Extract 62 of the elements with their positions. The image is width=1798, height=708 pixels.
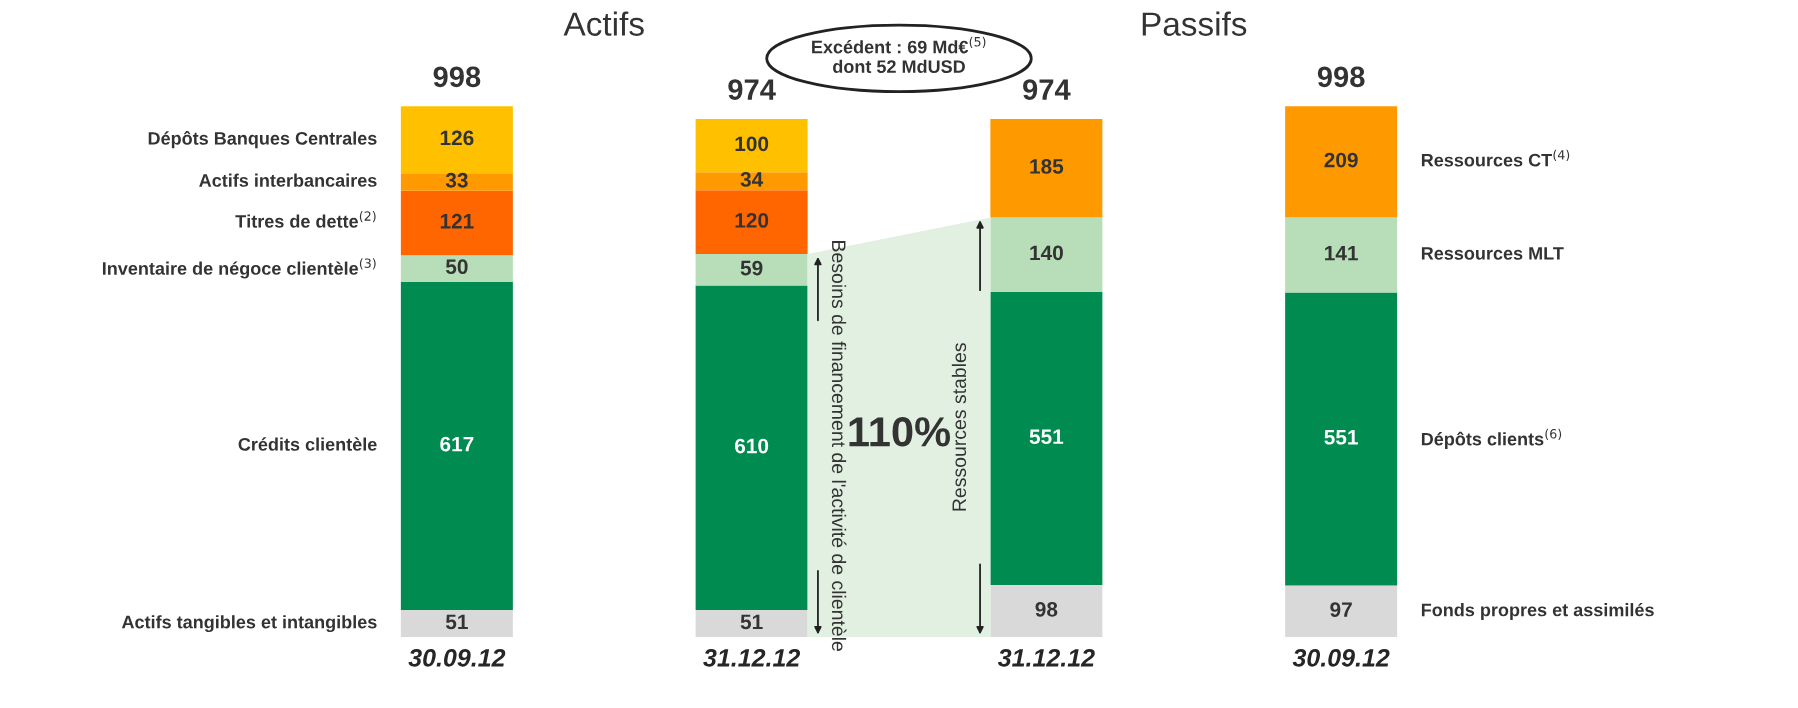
- bar: [695, 254, 808, 286]
- x-tick-label: 31.12.12: [703, 648, 801, 667]
- series-label: Dépôts clients$^{(6)}$: [1421, 428, 1562, 450]
- data-label: 209: [1324, 152, 1358, 168]
- bar: [400, 255, 513, 282]
- series-label: Actifs interbancaires: [199, 173, 377, 187]
- data-label: 126: [440, 130, 474, 146]
- data-label: 140: [1030, 245, 1063, 261]
- annotation: 110%: [849, 417, 951, 447]
- bar: [990, 118, 1103, 218]
- series-label: Ressources MLT: [1421, 247, 1564, 260]
- data-label: 551: [1324, 430, 1358, 445]
- bar: [1285, 106, 1398, 218]
- annotation: Besoins de financement de l'activité de clientèle: [831, 241, 847, 651]
- total-label: 974: [728, 79, 776, 100]
- text: Passifs: [1142, 11, 1247, 36]
- data-label: 97: [1330, 602, 1352, 617]
- data-label: 51: [740, 614, 763, 630]
- series-label: Fonds propres et assimilés: [1421, 602, 1654, 620]
- series-label: Inventaire de négoce clientèle$^{(3)}$: [102, 258, 376, 279]
- bar: [695, 610, 808, 638]
- series-label: Actifs tangibles et intangibles: [121, 615, 377, 633]
- total-label: 998: [1317, 66, 1365, 88]
- annotation: Ressources stables: [951, 343, 967, 511]
- bar: [400, 106, 513, 174]
- data-label: 34: [740, 172, 764, 187]
- bar: [990, 585, 1103, 638]
- series-label: Ressources CT$^{(4)}$: [1421, 149, 1570, 167]
- data-label: 120: [735, 213, 769, 228]
- x-tick-label: 30.09.12: [408, 648, 506, 667]
- total-label: 998: [433, 66, 481, 88]
- text: Excédent : 69 Md€$^{(5)}$ dont 52 MdUSD: [812, 36, 986, 73]
- bar: [990, 217, 1103, 292]
- data-label: 551: [1029, 429, 1064, 445]
- bar: [400, 281, 513, 611]
- data-label: 185: [1030, 159, 1064, 174]
- bar: [695, 172, 808, 191]
- bar: [1285, 292, 1398, 586]
- data-label: 617: [440, 436, 474, 452]
- series-label: Crédits clientèle: [238, 437, 377, 451]
- data-label: 610: [735, 438, 769, 454]
- data-label: 121: [440, 213, 474, 229]
- bar: [400, 610, 513, 638]
- x-tick-label: 31.12.12: [997, 648, 1095, 667]
- bar: [1285, 585, 1398, 638]
- text: Actifs: [563, 11, 644, 36]
- bar: [400, 173, 513, 191]
- total-label: 974: [1023, 79, 1071, 100]
- data-label: 51: [445, 614, 468, 630]
- data-label: 141: [1325, 245, 1358, 261]
- data-label: 50: [445, 259, 468, 275]
- series-label: Dépôts Banques Centrales: [148, 131, 377, 149]
- bar: [695, 190, 808, 255]
- bar: [400, 190, 513, 256]
- data-label: 59: [740, 260, 763, 276]
- data-label: 33: [445, 172, 468, 188]
- bar: [1285, 217, 1398, 293]
- data-label: 98: [1035, 601, 1058, 617]
- x-tick-label: 30.09.12: [1292, 648, 1390, 667]
- data-label: 100: [735, 136, 769, 152]
- series-label: Titres de dette$^{(2)}$: [235, 211, 376, 228]
- bar: [695, 118, 808, 173]
